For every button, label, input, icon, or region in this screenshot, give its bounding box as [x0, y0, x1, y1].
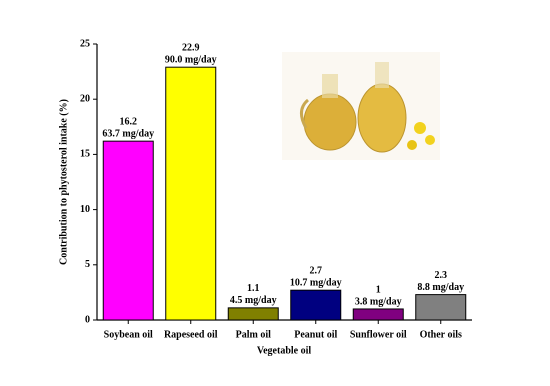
bar: [227, 307, 279, 321]
x-tick-label: Sunflower oil: [350, 329, 407, 340]
value-label: 1.1: [247, 283, 260, 294]
value-label: 22.9: [182, 42, 200, 53]
flower: [407, 140, 417, 150]
x-tick-label: Soybean oil: [104, 329, 153, 340]
y-tick-label: 25: [80, 38, 90, 49]
flower: [414, 122, 426, 134]
value-label: 2.3: [435, 270, 448, 281]
bar: [290, 289, 342, 321]
y-tick-label: 15: [80, 149, 90, 160]
intake-label: 63.7 mg/day: [102, 128, 154, 139]
jug-neck: [322, 74, 338, 98]
bar: [352, 308, 404, 321]
jug-handle: [300, 98, 310, 129]
jug: [357, 83, 407, 153]
oil-photo: [282, 52, 440, 160]
bar: [415, 294, 467, 321]
intake-label: 3.8 mg/day: [355, 296, 402, 307]
intake-label: 10.7 mg/day: [290, 277, 342, 288]
y-tick-label: 10: [80, 204, 90, 215]
intake-label: 4.5 mg/day: [230, 295, 277, 306]
bar: [165, 66, 217, 321]
value-label: 16.2: [120, 116, 138, 127]
value-label: 2.7: [310, 265, 323, 276]
x-tick-label: Other oils: [420, 329, 462, 340]
y-tick-label: 0: [85, 314, 90, 325]
y-tick-label: 5: [85, 259, 90, 270]
x-axis-label: Vegetable oil: [257, 345, 312, 356]
y-axis-label: Contribution to phytosterol intake (%): [58, 99, 69, 265]
flower: [425, 135, 435, 145]
x-tick-label: Peanut oil: [294, 329, 337, 340]
jug-neck: [375, 62, 389, 88]
bar: [102, 140, 154, 321]
jug: [303, 93, 357, 151]
intake-label: 8.8 mg/day: [417, 282, 464, 293]
y-tick-label: 20: [80, 93, 90, 104]
x-tick-label: Rapeseed oil: [164, 329, 218, 340]
intake-label: 90.0 mg/day: [165, 54, 217, 65]
value-label: 1: [376, 284, 381, 295]
x-tick-label: Palm oil: [236, 329, 271, 340]
